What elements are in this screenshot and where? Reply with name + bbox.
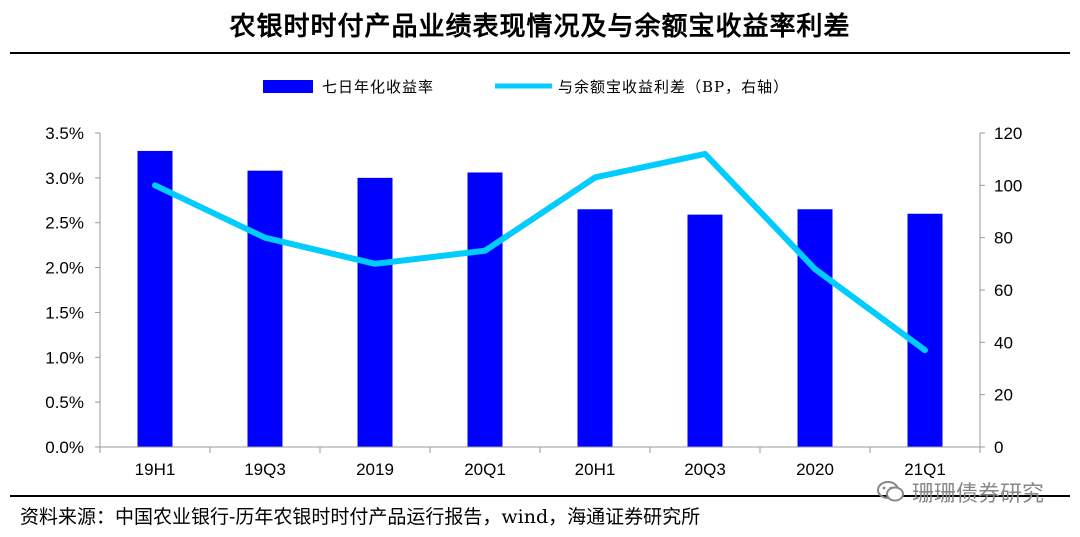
category-label: 19H1	[135, 460, 176, 479]
left-tick-label: 2.5%	[45, 214, 84, 233]
bar	[687, 214, 723, 447]
legend-line-label: 与余额宝收益利差（BP，右轴）	[558, 78, 789, 96]
line-point	[372, 261, 378, 267]
left-tick-label: 1.0%	[45, 348, 84, 367]
right-tick-label: 80	[994, 229, 1013, 248]
category-label: 20Q1	[464, 460, 506, 479]
bar	[797, 209, 833, 447]
spread-line	[152, 150, 928, 354]
left-tick-label: 0.0%	[45, 438, 84, 457]
category-label: 20Q3	[684, 460, 726, 479]
line-point	[592, 174, 598, 180]
legend: 七日年化收益率 与余额宝收益利差（BP，右轴）	[263, 78, 789, 96]
bar	[357, 177, 393, 447]
bar	[247, 170, 283, 447]
category-labels: 19H1 19Q3 2019 20Q1 20H1 20Q3 2020 21Q1	[135, 460, 946, 479]
watermark: 珊珊债券研究	[876, 476, 1044, 508]
bar-series	[137, 150, 943, 447]
legend-bar-label: 七日年化收益率	[322, 78, 434, 96]
right-tick-label: 120	[994, 124, 1022, 143]
bar	[467, 172, 503, 447]
legend-bar-swatch	[263, 80, 313, 93]
left-tick-label: 3.5%	[45, 124, 84, 143]
left-tick-label: 1.5%	[45, 303, 84, 322]
title-divider	[10, 52, 1070, 54]
chart-title: 农银时时付产品业绩表现情况及与余额宝收益率利差	[229, 12, 851, 42]
line-point	[812, 266, 818, 272]
category-label: 19Q3	[244, 460, 286, 479]
left-tick-label: 2.0%	[45, 259, 84, 278]
line-point	[262, 235, 268, 241]
right-tick-label: 60	[994, 281, 1013, 300]
right-tick-label: 100	[994, 176, 1022, 195]
category-label: 21Q1	[904, 460, 946, 479]
line-point	[702, 151, 708, 157]
bar	[577, 209, 613, 447]
watermark-text: 珊珊债券研究	[911, 482, 1044, 507]
category-label: 20H1	[575, 460, 616, 479]
source-divider	[10, 495, 1070, 497]
category-label: 2020	[796, 460, 834, 479]
line-series	[152, 150, 928, 354]
line-point	[482, 248, 488, 254]
right-axis-ticks: 0 20 40 60 80 100 120	[980, 124, 1022, 457]
left-axis-ticks: 0.0% 0.5% 1.0% 1.5% 2.0% 2.5% 3.0% 3.5%	[45, 124, 100, 457]
line-point	[152, 182, 158, 188]
axes	[99, 133, 981, 453]
right-tick-label: 20	[994, 386, 1013, 405]
source-note: 资料来源：中国农业银行-历年农银时时付产品运行报告，wind，海通证券研究所	[20, 506, 701, 528]
wechat-icon	[876, 481, 904, 502]
line-point	[922, 347, 928, 353]
bar	[907, 213, 943, 447]
right-tick-label: 0	[994, 438, 1003, 457]
left-tick-label: 0.5%	[45, 393, 84, 412]
right-tick-label: 40	[994, 333, 1013, 352]
left-tick-label: 3.0%	[45, 169, 84, 188]
bar	[137, 150, 173, 447]
category-label: 2019	[356, 460, 394, 479]
